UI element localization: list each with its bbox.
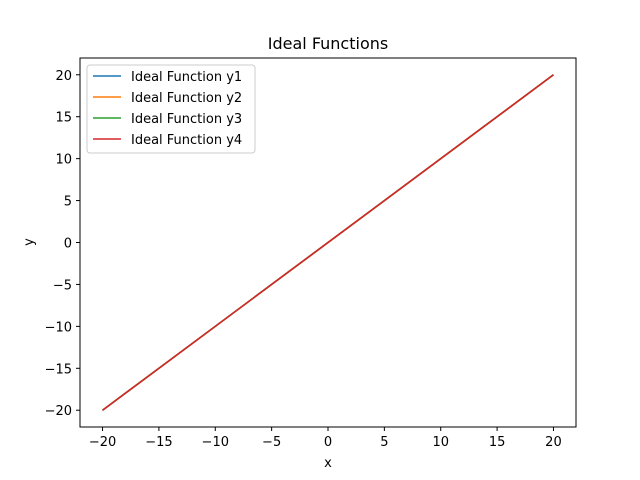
y-axis-label: y <box>22 238 37 246</box>
y-axis: −20 −15 −10 −5 0 5 10 15 20 <box>45 69 80 419</box>
y-tick-label: −10 <box>45 320 72 335</box>
x-axis-label: x <box>324 456 332 471</box>
x-tick-label: 0 <box>324 435 332 450</box>
legend-label-y1: Ideal Function y1 <box>131 70 242 85</box>
x-tick-label: −15 <box>145 435 172 450</box>
y-tick-label: −5 <box>53 278 72 293</box>
legend-label-y4: Ideal Function y4 <box>131 133 242 148</box>
y-tick-label: 5 <box>64 195 72 210</box>
series-line-y4 <box>102 74 554 411</box>
chart-title: Ideal Functions <box>268 34 388 53</box>
legend-label-y2: Ideal Function y2 <box>131 91 242 106</box>
plot-area <box>102 74 554 411</box>
y-tick-label: 10 <box>55 153 72 168</box>
y-tick-label: 15 <box>55 111 72 126</box>
legend-box <box>86 64 256 154</box>
legend-label-y3: Ideal Function y3 <box>131 112 242 127</box>
x-tick-label: −5 <box>262 435 281 450</box>
x-tick-label: 15 <box>489 435 506 450</box>
y-tick-label: −15 <box>45 362 72 377</box>
x-tick-label: 10 <box>432 435 449 450</box>
y-tick-label: −20 <box>45 404 72 419</box>
x-tick-label: −10 <box>202 435 229 450</box>
y-tick-label: 20 <box>55 69 72 84</box>
legend: Ideal Function y1 Ideal Function y2 Ideal … <box>86 64 256 154</box>
x-tick-label: 5 <box>380 435 388 450</box>
x-tick-label: 20 <box>545 435 562 450</box>
y-tick-label: 0 <box>64 237 72 252</box>
x-tick-label: −20 <box>89 435 116 450</box>
x-axis: −20 −15 −10 −5 0 5 10 15 20 <box>89 427 562 450</box>
